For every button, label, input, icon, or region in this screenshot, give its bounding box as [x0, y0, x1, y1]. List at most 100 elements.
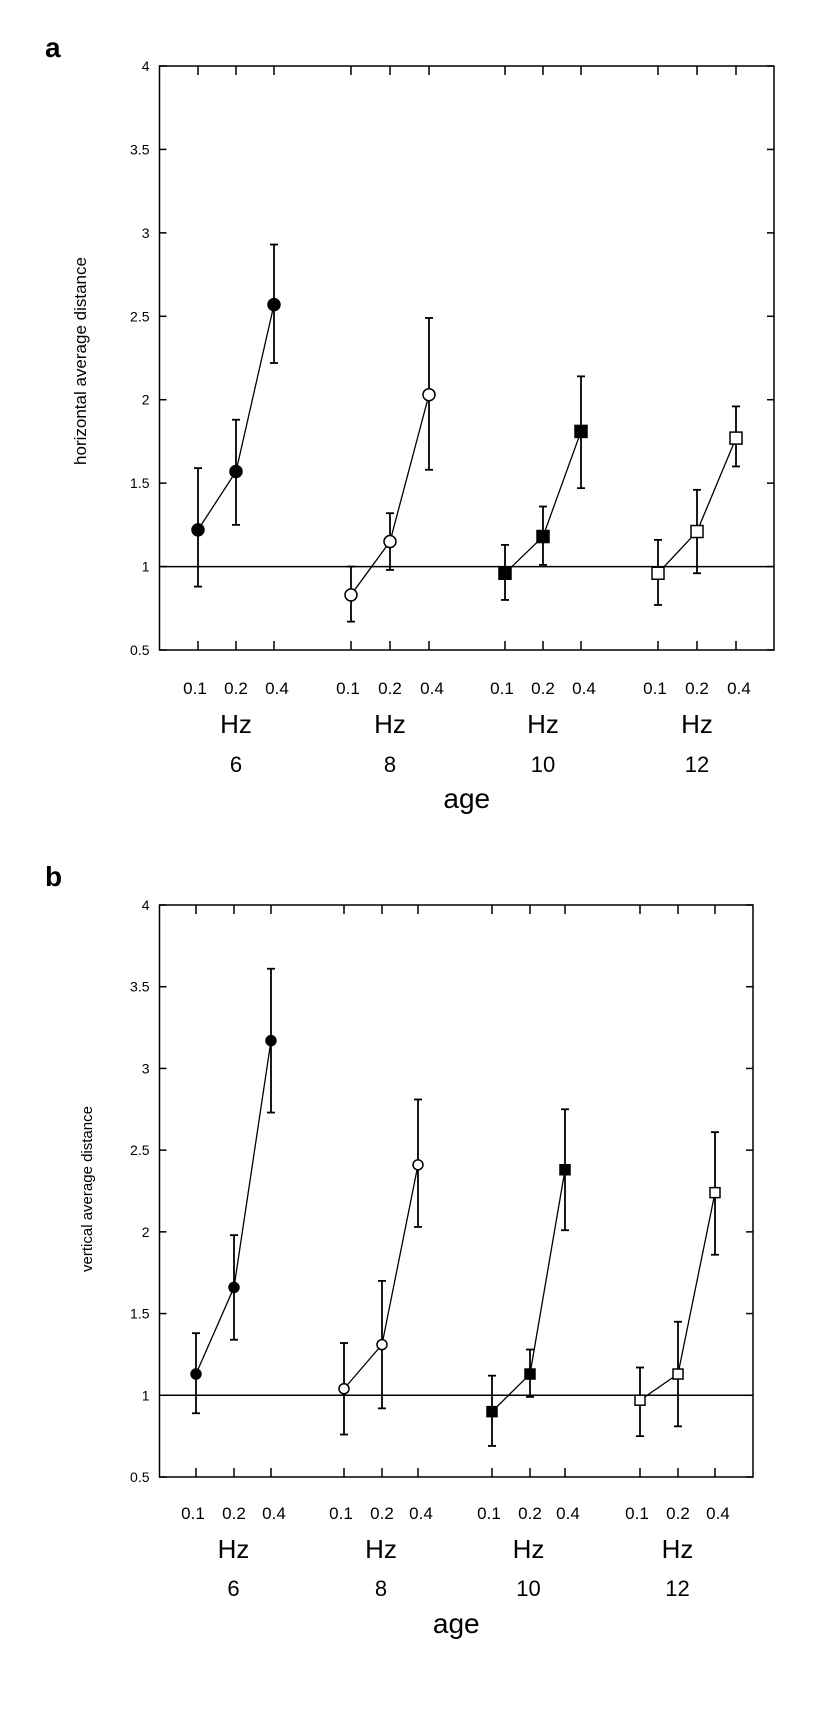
- freq-tick-label: 0.1: [625, 1504, 649, 1523]
- y-tick-label: 0.5: [130, 642, 150, 658]
- y-tick-label: 1: [142, 1387, 150, 1403]
- freq-tick-label: 0.2: [378, 679, 402, 698]
- age-tick-label: 10: [516, 1576, 540, 1601]
- data-point: [690, 524, 704, 539]
- data-point: [412, 1159, 424, 1171]
- freq-tick-label: 0.1: [490, 679, 514, 698]
- y-tick-label: 4: [142, 897, 150, 913]
- x-axis-label: age: [433, 1608, 480, 1639]
- freq-tick-label: 0.2: [685, 679, 709, 698]
- unit-label: Hz: [662, 1534, 694, 1564]
- data-point: [190, 1368, 202, 1380]
- freq-tick-label: 0.4: [556, 1504, 580, 1523]
- y-tick-label: 1.5: [130, 1306, 150, 1322]
- data-point: [228, 1281, 240, 1294]
- data-point: [559, 1164, 571, 1176]
- data-point: [524, 1368, 536, 1380]
- data-point: [383, 534, 397, 549]
- y-tick-label: 3.5: [130, 979, 150, 995]
- freq-tick-label: 0.4: [727, 679, 751, 698]
- series-age-10: 0.1 0.2 0.4 Hz 10: [490, 66, 596, 777]
- plot-frame: [158, 904, 754, 1478]
- unit-label: Hz: [365, 1534, 397, 1564]
- freq-tick-label: 0.1: [336, 679, 360, 698]
- y-tick-label: 1: [142, 559, 150, 575]
- freq-tick-label: 0.2: [531, 679, 555, 698]
- freq-tick-label: 0.2: [518, 1504, 542, 1523]
- data-point: [229, 464, 243, 479]
- freq-tick-label: 0.4: [265, 679, 289, 698]
- y-tick-label: 2: [142, 1224, 150, 1240]
- data-point: [265, 1034, 277, 1047]
- series-age-12: 0.1 0.2 0.4 Hz 12: [625, 905, 730, 1601]
- data-point: [344, 588, 358, 602]
- y-tick-label: 4: [142, 58, 150, 74]
- age-tick-label: 6: [230, 752, 242, 777]
- age-tick-label: 12: [665, 1576, 689, 1601]
- freq-tick-label: 0.2: [224, 679, 248, 698]
- data-point: [422, 387, 436, 402]
- plot-frame: [158, 65, 775, 651]
- y-tick-label: 3: [142, 225, 150, 241]
- y-tick-label: 2.5: [130, 1142, 150, 1158]
- freq-tick-label: 0.2: [370, 1504, 394, 1523]
- age-tick-label: 8: [384, 752, 396, 777]
- age-tick-label: 6: [227, 1576, 239, 1601]
- freq-tick-label: 0.1: [181, 1504, 205, 1523]
- freq-tick-label: 0.2: [666, 1504, 690, 1523]
- data-point: [191, 523, 205, 537]
- unit-label: Hz: [218, 1534, 250, 1564]
- y-axis-label: vertical average distance: [79, 1106, 96, 1272]
- freq-tick-label: 0.4: [572, 679, 596, 698]
- data-point: [486, 1405, 498, 1418]
- series-age-12: 0.1 0.2 0.4 Hz 12: [643, 66, 751, 777]
- data-point: [634, 1394, 646, 1406]
- y-tick-label: 2: [142, 392, 150, 408]
- series-age-8: 0.1 0.2 0.4 Hz 8: [336, 66, 444, 777]
- freq-tick-label: 0.1: [643, 679, 667, 698]
- y-tick-label: 3.5: [130, 141, 150, 157]
- unit-label: Hz: [513, 1534, 545, 1564]
- unit-label: Hz: [681, 709, 713, 739]
- freq-tick-label: 0.1: [477, 1504, 501, 1523]
- freq-tick-label: 0.4: [706, 1504, 730, 1523]
- freq-tick-label: 0.1: [183, 679, 207, 698]
- freq-tick-label: 0.4: [420, 679, 444, 698]
- data-point: [267, 297, 281, 312]
- panel-label: a: [45, 32, 61, 63]
- unit-label: Hz: [220, 709, 252, 739]
- freq-tick-label: 0.4: [262, 1504, 286, 1523]
- series-line: [343, 1164, 419, 1390]
- age-tick-label: 8: [375, 1576, 387, 1601]
- age-tick-label: 12: [685, 752, 709, 777]
- panel-label: b: [45, 861, 62, 892]
- age-tick-label: 10: [531, 752, 555, 777]
- y-tick-label: 3: [142, 1060, 150, 1076]
- y-tick-label: 0.5: [130, 1469, 150, 1485]
- series-age-10: 0.1 0.2 0.4 Hz 10: [477, 905, 580, 1601]
- y-tick-label: 1.5: [130, 475, 150, 491]
- freq-tick-label: 0.2: [222, 1504, 246, 1523]
- data-point: [574, 424, 588, 439]
- series-age-6: 0.1 0.2 0.4 Hz 6: [183, 66, 289, 777]
- data-point: [672, 1368, 684, 1380]
- data-point: [498, 566, 512, 580]
- series-age-8: 0.1 0.2 0.4 Hz 8: [329, 905, 433, 1601]
- panel-b: b 0.5 1 1.5 2 2.5 3 3.5 4 vertical average distan…: [45, 861, 754, 1639]
- data-point: [729, 431, 743, 445]
- data-point: [651, 566, 665, 580]
- y-axis-label: horizontal average distance: [71, 257, 90, 465]
- series-age-6: 0.1 0.2 0.4 Hz 6: [181, 905, 286, 1601]
- data-point: [536, 529, 550, 544]
- panel-a: a 0.5 1 1.5 2 2.5 3 3.5 4 horizontal average dist…: [45, 32, 775, 814]
- unit-label: Hz: [527, 709, 559, 739]
- data-point: [709, 1186, 721, 1199]
- unit-label: Hz: [374, 709, 406, 739]
- freq-tick-label: 0.4: [409, 1504, 433, 1523]
- x-axis-label: age: [443, 783, 490, 814]
- data-point: [338, 1382, 350, 1395]
- data-point: [376, 1338, 388, 1351]
- freq-tick-label: 0.1: [329, 1504, 353, 1523]
- y-tick-label: 2.5: [130, 308, 150, 324]
